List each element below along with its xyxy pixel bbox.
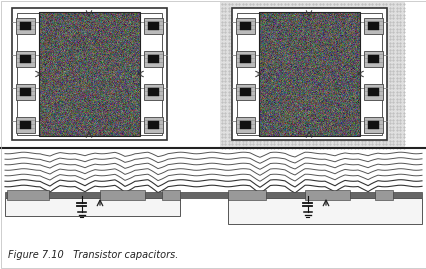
Bar (5, 198, 180, 216)
Bar (367, 55, 378, 63)
Bar (148, 88, 158, 96)
Bar (16, 117, 35, 133)
Bar (16, 84, 35, 100)
Bar (148, 55, 158, 63)
Bar (239, 88, 250, 96)
Bar (17, 13, 161, 135)
Bar (231, 8, 386, 140)
Bar (236, 51, 254, 67)
Bar (7, 190, 49, 200)
Bar (236, 13, 381, 135)
Bar (20, 55, 31, 63)
Bar (367, 121, 378, 129)
Bar (236, 117, 254, 133)
Bar (367, 22, 378, 30)
Bar (259, 12, 359, 136)
Bar (5, 192, 421, 198)
Bar (239, 55, 250, 63)
Bar (20, 88, 31, 96)
Bar (12, 8, 167, 140)
Bar (161, 190, 180, 200)
Bar (16, 18, 35, 34)
Bar (16, 51, 35, 67)
Bar (374, 190, 392, 200)
Bar (148, 22, 158, 30)
Bar (236, 18, 254, 34)
Bar (363, 51, 382, 67)
Bar (20, 121, 31, 129)
Bar (363, 117, 382, 133)
Bar (236, 84, 254, 100)
Text: Figure 7.10   Transistor capacitors.: Figure 7.10 Transistor capacitors. (8, 250, 178, 260)
Bar (144, 51, 163, 67)
Bar (367, 88, 378, 96)
Bar (363, 84, 382, 100)
Bar (144, 84, 163, 100)
Bar (144, 117, 163, 133)
Bar (148, 121, 158, 129)
Bar (227, 198, 421, 224)
Bar (219, 2, 404, 148)
Bar (39, 12, 140, 136)
Bar (144, 18, 163, 34)
Bar (304, 190, 349, 200)
Bar (239, 121, 250, 129)
Bar (100, 190, 145, 200)
Bar (227, 190, 265, 200)
Bar (20, 22, 31, 30)
Bar (363, 18, 382, 34)
Bar (239, 22, 250, 30)
